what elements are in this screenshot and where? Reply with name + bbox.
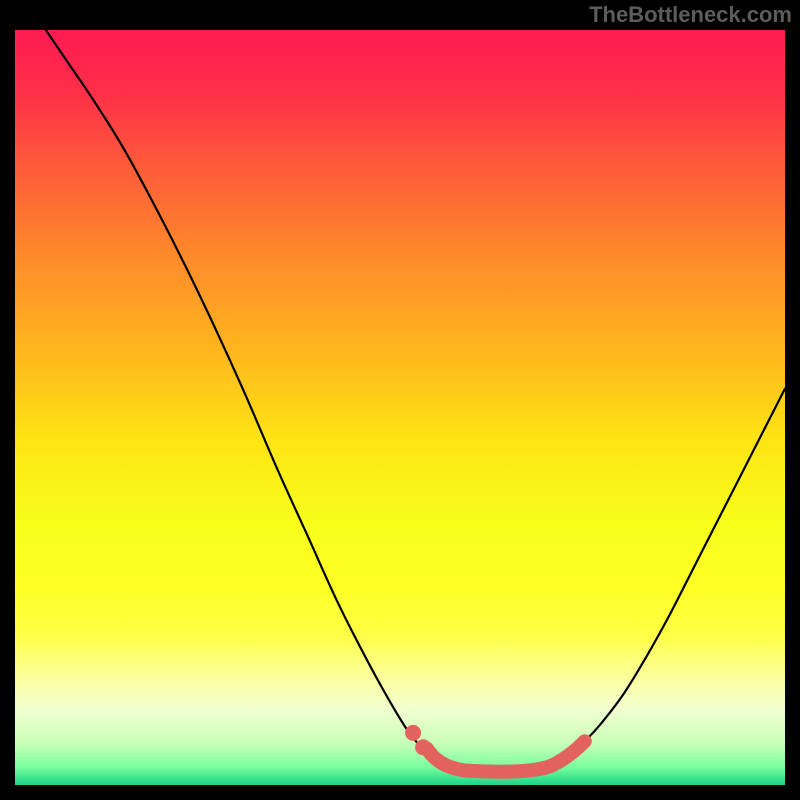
highlight-dot: [415, 739, 431, 755]
bottleneck-curve-chart: [15, 30, 785, 785]
plot-area: [15, 30, 785, 785]
highlight-dot: [405, 725, 421, 741]
watermark-text: TheBottleneck.com: [589, 2, 792, 28]
chart-container: TheBottleneck.com: [0, 0, 800, 800]
gradient-background: [15, 30, 785, 785]
